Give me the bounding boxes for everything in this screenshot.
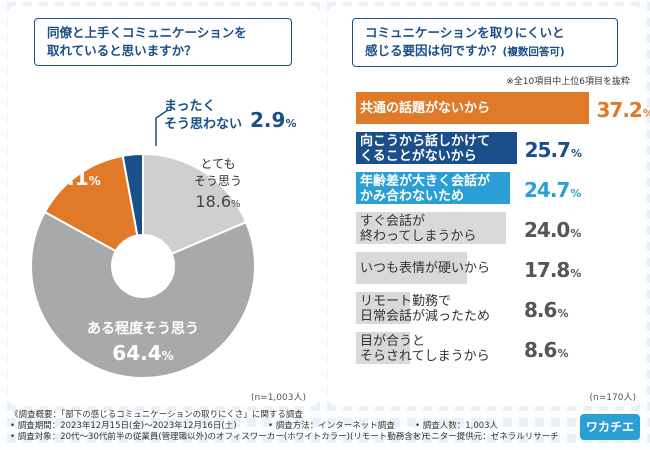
bar-label-0-line-0: 共通の話題がないから	[360, 101, 491, 116]
pie-label-2-line-0: あまり	[49, 127, 91, 143]
bar-label-2: 年齢差が大きく会話が かみ合わないため	[360, 174, 490, 204]
bar-label-1: 向こうから話しかけて くることがないから	[360, 134, 490, 164]
bar-label-5-line-0: リモート勤務で	[360, 294, 452, 309]
bar-title-line-2: 感じる要因は何ですか？(複数回答可)	[365, 42, 617, 61]
bar-row-4: いつも表情が硬いから 17.8%	[356, 252, 636, 290]
bar-label-5-line-1: 日常会話が減ったため	[360, 309, 491, 324]
bar-label-2-line-0: 年齢差が大きく会話が	[360, 174, 491, 189]
bar-value-3: 24.0%	[524, 218, 582, 242]
footer-overview: 《調査概要：「部下の感じるコミュニケーションの取りにくさ」に関する調査	[10, 410, 303, 420]
bar-1	[356, 132, 517, 164]
bar-label-1-line-0: 向こうから話しかけて	[360, 134, 491, 149]
pie-label-1: ある程度そう思う 64.4%	[83, 320, 203, 365]
pie-label-0: とてもそう思う 18.6%	[158, 156, 278, 211]
bar-note: ※全10項目中上位6項目を抜粋	[506, 77, 630, 87]
bar-label-6-line-0: 目が合うと	[360, 334, 426, 349]
footer-period: • 調査期間：2023年12月15日(金)〜2023年12月16日(土)	[10, 421, 237, 431]
bar-row-0: 共通の話題がないから 37.2%	[356, 92, 650, 130]
pie-value-0: 18.6%	[195, 192, 241, 211]
bar-row-3: すぐ会話が 終わってしまうから 24.0%	[356, 212, 636, 250]
bar-label-1-line-1: くることがないから	[360, 149, 477, 164]
bar-value-6: 8.6%	[524, 338, 569, 362]
pie-title-line-1: 同僚と上手くコミュニケーションを	[47, 25, 247, 40]
pie-label-2-line-1: そう思わない	[28, 146, 112, 162]
footer-target: • 調査対象：20代〜30代前半の従業員(管理職以外)のオフィスワーカー(ホワイ…	[10, 432, 425, 442]
wakachie-logo: ワカチエ	[580, 414, 640, 440]
bar-3	[356, 212, 506, 244]
bar-2	[356, 172, 511, 204]
pie-chart	[30, 109, 256, 379]
bar-label-6: 目が合うと そらされてしまうから	[360, 334, 490, 364]
bar-panel: コミュニケーションを取りにくいと 感じる要因は何ですか？(複数回答可) ※全10…	[328, 6, 650, 406]
footer-method: • 調査方法：インターネット調査	[268, 421, 395, 431]
pie-title-line-2: 取れていると思いますか？	[47, 43, 197, 58]
bar-row-1: 向こうから話しかけて くることがないから 25.7%	[356, 132, 636, 170]
bar-value-0: 37.2%	[596, 98, 650, 122]
bar-label-2-line-1: かみ合わないため	[360, 189, 465, 204]
pie-label-1-line-0: ある程度そう思う	[87, 321, 199, 337]
bar-label-3-line-0: すぐ会話が	[360, 214, 426, 229]
bar-value-2: 24.7%	[524, 178, 582, 202]
bar-title-line-1: コミュニケーションを取りにくいと	[365, 25, 565, 40]
bar-label-5: リモート勤務で 日常会話が減ったため	[360, 294, 490, 324]
pie-value-1: 64.4%	[112, 341, 174, 365]
bar-label-6-line-1: そらされてしまうから	[360, 349, 490, 364]
bar-row-6: 目が合うと そらされてしまうから 8.6%	[356, 332, 636, 370]
bar-title-line-2-main: 感じる要因は何ですか？	[365, 43, 503, 58]
bar-label-3: すぐ会話が 終わってしまうから	[360, 214, 476, 244]
bar-row-2: 年齢差が大きく会話が かみ合わないため 24.7%	[356, 172, 636, 210]
pie-label-2: あまりそう思わない 14.1%	[10, 126, 130, 190]
bar-value-1: 25.7%	[524, 138, 583, 162]
bar-6	[356, 332, 410, 364]
pie-slice-0	[142, 152, 248, 268]
bar-title-suffix: (複数回答可)	[502, 46, 565, 58]
pie-label-0-line-0: とても	[200, 157, 236, 171]
bar-label-0: 共通の話題がないから	[360, 101, 490, 116]
bar-value-4: 17.8%	[524, 258, 582, 282]
footer-count: • 調査人数：1,003人	[415, 421, 499, 431]
pie-label-3-line-0: まったく	[164, 99, 216, 114]
bar-4	[356, 252, 468, 284]
bar-label-3-line-1: 終わってしまうから	[360, 229, 477, 244]
pie-value-3: 2.9%	[250, 108, 297, 132]
bar-5	[356, 292, 410, 324]
pie-leader-line	[155, 109, 169, 146]
footer-provider: • モニター提供元：ゼネラルリサーチ	[415, 432, 559, 442]
bar-value-5: 8.6%	[524, 298, 569, 322]
bar-question-box: コミュニケーションを取りにくいと 感じる要因は何ですか？(複数回答可)	[352, 18, 618, 67]
pie-hole	[111, 234, 175, 298]
bar-label-4: いつも表情が硬いから	[360, 261, 490, 276]
pie-label-3-line-1: そう思わない	[164, 117, 243, 132]
bar-0	[356, 92, 589, 124]
pie-value-2: 14.1%	[39, 166, 101, 190]
bar-label-4-line-0: いつも表情が硬いから	[360, 261, 491, 276]
pie-label-0-line-1: そう思う	[193, 174, 242, 188]
bar-row-5: リモート勤務で 日常会話が減ったため 8.6%	[356, 292, 636, 330]
pie-label-3: まったくそう思わない 2.9%	[164, 98, 296, 134]
pie-question-box: 同僚と上手くコミュニケーションを 取れていると思いますか？	[34, 18, 292, 66]
bar-n-note: (n=170人)	[589, 393, 636, 403]
pie-panel: 同僚と上手くコミュニケーションを 取れていると思いますか？ とてもそう思う 18.…	[8, 6, 320, 406]
pie-n-note: (n=1,003人)	[250, 393, 306, 403]
pie-slice-2	[43, 154, 145, 268]
